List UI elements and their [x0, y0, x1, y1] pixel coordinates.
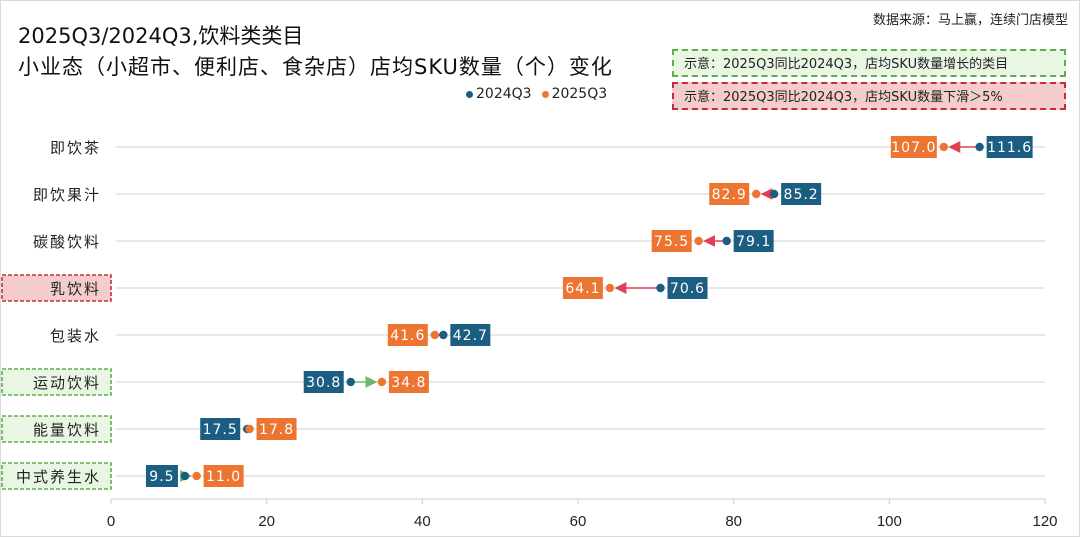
point-2024q3	[722, 236, 731, 246]
point-2025q3	[377, 377, 387, 387]
value-label-2025q3-box	[388, 371, 429, 393]
point-2025q3	[694, 236, 703, 246]
value-label-2025q3: 11.0	[206, 469, 241, 485]
point-2024q3	[439, 330, 448, 340]
value-label-2024q3: 9.5	[149, 469, 174, 485]
value-label-2025q3: 34.8	[391, 375, 426, 391]
value-label-2024q3-box	[303, 371, 344, 393]
point-2024q3	[346, 377, 355, 387]
value-label-2024q3: 70.6	[670, 281, 705, 297]
point-2025q3	[939, 142, 949, 152]
category-label: 运动饮料	[33, 374, 101, 392]
value-label-2024q3-box	[667, 277, 708, 299]
value-label-2025q3: 17.8	[259, 422, 294, 438]
value-label-2024q3-box	[145, 465, 178, 487]
x-tick-label: 0	[107, 513, 115, 530]
chart-subtitle: 小业态（小超市、便利店、食杂店）店均SKU数量（个）变化	[18, 55, 613, 79]
data-source: 数据来源：马上赢，连续门店模型	[872, 13, 1068, 28]
category-label: 包装水	[50, 327, 101, 345]
point-2024q3	[180, 471, 190, 481]
chart-title: 2025Q3/2024Q3,饮料类类目	[18, 24, 304, 48]
category-label: 即饮茶	[50, 139, 101, 157]
point-2024q3	[975, 142, 984, 152]
category-highlight-box	[1, 415, 112, 443]
value-label-2025q3-box	[562, 277, 603, 299]
value-label-2025q3: 75.5	[654, 234, 689, 250]
x-tick-label: 40	[414, 513, 431, 530]
value-label-2025q3: 107.0	[891, 140, 936, 156]
point-2024q3	[769, 189, 779, 199]
value-label-2025q3-box	[203, 465, 244, 487]
increase-note: 示意：2025Q3同比2024Q3，店均SKU数量增长的类目	[672, 49, 1066, 77]
value-label-2025q3: 41.6	[390, 328, 425, 344]
point-2025q3	[192, 471, 201, 481]
category-label: 即饮果汁	[33, 186, 101, 204]
value-label-2025q3-box	[709, 183, 750, 205]
legend: 2024Q3 2025Q3	[466, 86, 607, 102]
x-tick-label: 100	[877, 513, 902, 530]
point-2025q3	[752, 189, 761, 199]
value-label-2024q3: 111.6	[987, 140, 1032, 156]
legend-item-2024: 2024Q3	[466, 86, 532, 102]
legend-item-2025: 2025Q3	[541, 86, 608, 102]
value-label-2024q3-box	[450, 324, 491, 346]
value-label-2024q3-box	[733, 230, 774, 252]
point-2025q3	[245, 424, 254, 434]
value-label-2024q3: 17.5	[203, 422, 238, 438]
value-label-2024q3: 30.8	[306, 375, 341, 391]
value-label-2025q3-box	[651, 230, 692, 252]
value-label-2025q3-box	[387, 324, 428, 346]
legend-label-2025: 2025Q3	[551, 86, 608, 102]
value-label-2024q3: 79.1	[736, 234, 771, 250]
category-highlight-box	[1, 462, 112, 490]
category-label: 能量饮料	[33, 421, 101, 439]
legend-dot-2024	[466, 90, 473, 98]
category-label: 中式养生水	[16, 468, 101, 486]
legend-dot-2025	[541, 90, 549, 98]
x-tick-label: 20	[258, 513, 275, 530]
category-label: 碳酸饮料	[33, 233, 101, 251]
point-2025q3	[430, 330, 439, 340]
decrease-note: 示意：2025Q3同比2024Q3，店均SKU数量下滑＞5%	[672, 82, 1066, 110]
x-tick-label: 120	[1032, 513, 1057, 530]
value-label-2025q3-box	[256, 418, 297, 440]
category-highlight-box	[1, 274, 112, 302]
value-label-2024q3: 42.7	[453, 328, 488, 344]
value-label-2024q3: 85.2	[784, 187, 819, 203]
value-label-2024q3-box	[986, 136, 1033, 158]
value-label-2025q3-box	[890, 136, 937, 158]
x-tick-label: 80	[725, 513, 742, 530]
value-label-2024q3-box	[200, 418, 241, 440]
x-tick-label: 60	[570, 513, 587, 530]
legend-label-2024: 2024Q3	[476, 86, 532, 102]
point-2024q3	[656, 283, 665, 293]
point-2025q3	[605, 283, 615, 293]
category-highlight-box	[1, 368, 112, 396]
value-label-2024q3-box	[781, 183, 822, 205]
category-label: 乳饮料	[50, 280, 101, 298]
value-label-2025q3: 82.9	[712, 187, 747, 203]
value-label-2025q3: 64.1	[565, 281, 600, 297]
